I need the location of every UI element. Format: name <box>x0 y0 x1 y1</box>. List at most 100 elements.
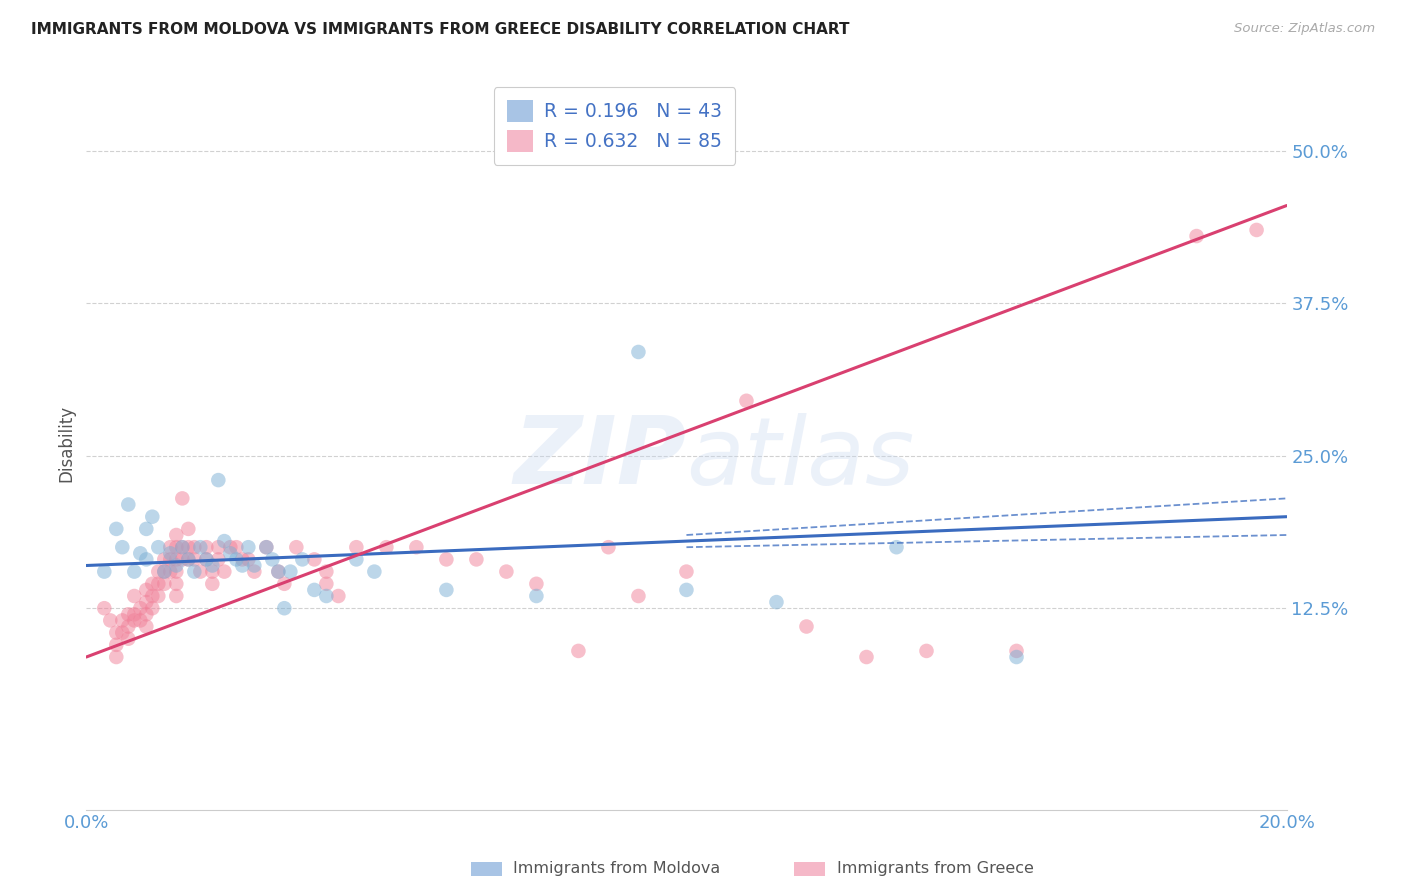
Point <box>153 576 176 591</box>
Point <box>526 576 548 591</box>
Point <box>135 619 157 633</box>
Point <box>117 498 139 512</box>
Point <box>159 565 181 579</box>
Point <box>111 625 134 640</box>
Point <box>315 576 337 591</box>
Point <box>117 607 139 622</box>
Point <box>1005 644 1028 658</box>
Point <box>153 565 176 579</box>
Point <box>117 619 139 633</box>
Point <box>188 565 211 579</box>
Point <box>141 509 163 524</box>
Point <box>165 558 187 573</box>
Point <box>238 552 260 566</box>
Point <box>207 552 229 566</box>
Point <box>117 632 139 646</box>
Point <box>280 565 302 579</box>
Point <box>291 552 314 566</box>
Point <box>243 565 266 579</box>
Point <box>273 576 295 591</box>
Point <box>148 565 170 579</box>
Point <box>177 540 200 554</box>
Point <box>675 582 697 597</box>
Point <box>195 552 218 566</box>
Point <box>201 558 224 573</box>
Y-axis label: Disability: Disability <box>58 405 75 482</box>
Point <box>405 540 427 554</box>
Point <box>105 625 128 640</box>
Point <box>207 473 229 487</box>
Point <box>267 565 290 579</box>
Point <box>135 522 157 536</box>
Point <box>886 540 908 554</box>
Point <box>195 540 218 554</box>
Point <box>141 601 163 615</box>
Point <box>675 565 697 579</box>
Point <box>219 546 242 560</box>
Point <box>225 540 247 554</box>
Point <box>129 601 152 615</box>
Point <box>375 540 398 554</box>
Point <box>214 565 236 579</box>
Point <box>165 565 187 579</box>
Point <box>165 540 187 554</box>
Point <box>201 565 224 579</box>
Point <box>344 552 367 566</box>
Point <box>159 540 181 554</box>
Point <box>915 644 938 658</box>
Point <box>165 589 187 603</box>
Point <box>243 558 266 573</box>
Point <box>434 582 457 597</box>
Point <box>105 650 128 665</box>
Point <box>124 565 146 579</box>
Point <box>598 540 620 554</box>
Point <box>465 552 488 566</box>
Point <box>315 589 337 603</box>
Point <box>495 565 517 579</box>
Point <box>172 491 194 506</box>
Point <box>165 528 187 542</box>
Point <box>135 595 157 609</box>
Point <box>111 540 134 554</box>
Point <box>434 552 457 566</box>
Point <box>207 540 229 554</box>
Point <box>526 589 548 603</box>
Point <box>148 576 170 591</box>
Point <box>124 614 146 628</box>
Point <box>219 540 242 554</box>
Point <box>1185 229 1208 244</box>
Point <box>363 565 385 579</box>
Point <box>105 638 128 652</box>
Point <box>262 552 284 566</box>
Point <box>148 540 170 554</box>
Point <box>98 614 121 628</box>
Point <box>172 540 194 554</box>
Point <box>183 552 205 566</box>
Point <box>254 540 277 554</box>
Point <box>153 552 176 566</box>
Point <box>304 582 326 597</box>
Point <box>93 565 115 579</box>
Point <box>328 589 350 603</box>
Point <box>148 589 170 603</box>
Point <box>159 546 181 560</box>
Text: Immigrants from Greece: Immigrants from Greece <box>837 862 1033 876</box>
Point <box>135 582 157 597</box>
Point <box>231 552 253 566</box>
Point <box>141 576 163 591</box>
Point <box>159 552 181 566</box>
Point <box>172 552 194 566</box>
Point <box>93 601 115 615</box>
Point <box>172 540 194 554</box>
Text: IMMIGRANTS FROM MOLDOVA VS IMMIGRANTS FROM GREECE DISABILITY CORRELATION CHART: IMMIGRANTS FROM MOLDOVA VS IMMIGRANTS FR… <box>31 22 849 37</box>
Point <box>796 619 818 633</box>
Point <box>627 589 650 603</box>
Point <box>201 576 224 591</box>
Point <box>315 565 337 579</box>
Point <box>254 540 277 554</box>
Point <box>267 565 290 579</box>
Point <box>124 607 146 622</box>
Point <box>177 522 200 536</box>
Point <box>177 552 200 566</box>
Text: atlas: atlas <box>686 413 915 504</box>
